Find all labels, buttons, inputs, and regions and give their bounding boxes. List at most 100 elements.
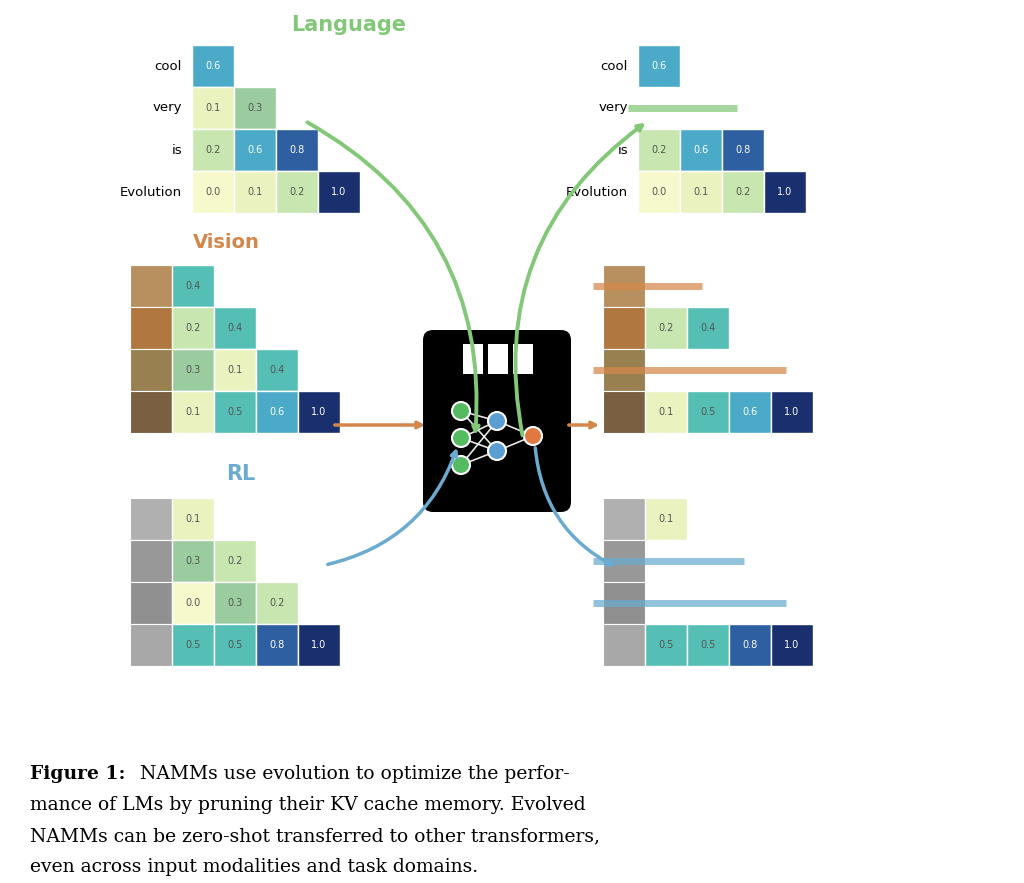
Bar — [234, 87, 276, 129]
Bar — [722, 171, 764, 213]
Bar — [214, 391, 256, 433]
Text: cool: cool — [155, 59, 182, 72]
Bar — [298, 391, 340, 433]
Bar — [193, 87, 234, 129]
Bar — [130, 498, 172, 540]
Bar — [603, 307, 645, 349]
Text: 0.8: 0.8 — [742, 640, 758, 650]
Bar — [130, 391, 172, 433]
Bar — [256, 391, 298, 433]
Bar — [130, 582, 172, 624]
Bar — [234, 129, 276, 171]
Bar — [256, 349, 298, 391]
Bar — [603, 391, 645, 433]
Text: 0.0: 0.0 — [206, 187, 220, 197]
Bar — [130, 540, 172, 582]
Bar — [603, 349, 645, 391]
Bar — [172, 624, 214, 666]
Text: 1.0: 1.0 — [311, 407, 327, 417]
Bar — [687, 307, 729, 349]
Bar — [463, 344, 483, 374]
Text: 0.6: 0.6 — [742, 407, 758, 417]
Text: 0.5: 0.5 — [700, 407, 716, 417]
Circle shape — [488, 412, 506, 430]
Text: 0.8: 0.8 — [735, 145, 751, 155]
Bar — [193, 171, 234, 213]
Bar — [214, 540, 256, 582]
Text: 0.2: 0.2 — [658, 323, 674, 333]
Bar — [603, 498, 645, 540]
Text: very: very — [598, 102, 628, 115]
Text: 0.1: 0.1 — [185, 514, 201, 524]
Text: 0.4: 0.4 — [185, 281, 201, 291]
Bar — [172, 265, 214, 307]
Circle shape — [452, 429, 470, 447]
Text: 0.1: 0.1 — [693, 187, 709, 197]
Text: 0.6: 0.6 — [248, 145, 262, 155]
Circle shape — [452, 402, 470, 420]
Text: 0.2: 0.2 — [185, 323, 201, 333]
Text: 0.5: 0.5 — [227, 407, 243, 417]
Text: 0.2: 0.2 — [227, 556, 243, 566]
Bar — [130, 349, 172, 391]
Text: 0.3: 0.3 — [227, 598, 243, 608]
Bar — [130, 307, 172, 349]
Bar — [214, 624, 256, 666]
Text: NAMMs can be zero-shot transferred to other transformers,: NAMMs can be zero-shot transferred to ot… — [30, 827, 600, 845]
Bar — [603, 540, 645, 582]
Bar — [172, 498, 214, 540]
Bar — [318, 171, 360, 213]
Text: 1.0: 1.0 — [332, 187, 347, 197]
Text: mance of LMs by pruning their KV cache memory. Evolved: mance of LMs by pruning their KV cache m… — [30, 796, 586, 814]
Circle shape — [488, 442, 506, 460]
Bar — [603, 624, 645, 666]
Text: 0.0: 0.0 — [651, 187, 667, 197]
Text: 0.8: 0.8 — [290, 145, 304, 155]
Bar — [193, 45, 234, 87]
Text: 0.2: 0.2 — [206, 145, 221, 155]
Bar — [234, 171, 276, 213]
Bar — [276, 171, 318, 213]
Text: even across input modalities and task domains.: even across input modalities and task do… — [30, 858, 478, 876]
Bar — [722, 129, 764, 171]
Text: is: is — [617, 144, 628, 156]
Bar — [680, 171, 722, 213]
Bar — [256, 582, 298, 624]
Text: 0.5: 0.5 — [227, 640, 243, 650]
Text: 0.1: 0.1 — [658, 407, 674, 417]
Text: 0.8: 0.8 — [269, 640, 285, 650]
Text: cool: cool — [601, 59, 628, 72]
Text: Language: Language — [291, 15, 406, 35]
Bar — [214, 582, 256, 624]
Bar — [256, 624, 298, 666]
Bar — [645, 307, 687, 349]
Text: Evolution: Evolution — [120, 185, 182, 199]
Bar — [603, 265, 645, 307]
Text: 0.5: 0.5 — [185, 640, 201, 650]
Text: 0.1: 0.1 — [185, 407, 201, 417]
Bar — [638, 129, 680, 171]
Bar — [172, 307, 214, 349]
Bar — [645, 391, 687, 433]
Text: 0.6: 0.6 — [693, 145, 709, 155]
Text: very: very — [153, 102, 182, 115]
Bar — [172, 349, 214, 391]
Bar — [680, 129, 722, 171]
Text: 0.6: 0.6 — [269, 407, 285, 417]
Bar — [645, 498, 687, 540]
Text: 0.4: 0.4 — [269, 365, 285, 375]
Text: 0.3: 0.3 — [248, 103, 262, 113]
Bar — [172, 582, 214, 624]
Circle shape — [524, 427, 542, 445]
Bar — [276, 129, 318, 171]
Text: 0.1: 0.1 — [227, 365, 243, 375]
Text: Figure 1:: Figure 1: — [30, 765, 126, 783]
Bar — [513, 344, 534, 374]
Bar — [488, 344, 508, 374]
Circle shape — [452, 456, 470, 474]
Text: Vision: Vision — [193, 233, 260, 253]
Text: RL: RL — [226, 464, 256, 484]
Bar — [687, 391, 729, 433]
Text: 0.2: 0.2 — [269, 598, 285, 608]
Bar — [645, 624, 687, 666]
